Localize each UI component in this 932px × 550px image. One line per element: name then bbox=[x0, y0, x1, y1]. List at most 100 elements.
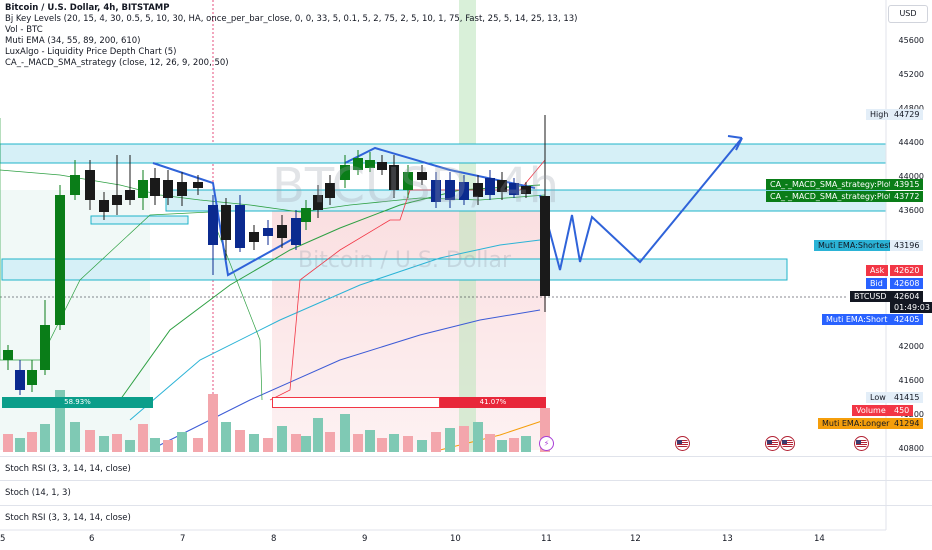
low-label: Low bbox=[866, 392, 890, 403]
stoch-pane[interactable]: Stoch (14, 1, 3) bbox=[0, 480, 932, 506]
volume-bar bbox=[249, 434, 259, 452]
candle-body bbox=[193, 182, 203, 188]
stoch-rsi-pane-2[interactable]: Stoch RSI (3, 3, 14, 14, close) bbox=[0, 505, 932, 531]
time-tick: 12 bbox=[630, 534, 641, 544]
volume-bar bbox=[125, 440, 135, 452]
time-tick: 8 bbox=[271, 534, 277, 544]
candle-body bbox=[291, 218, 301, 245]
candle-body bbox=[235, 205, 245, 248]
indicator-volume[interactable]: Vol - BTC bbox=[5, 25, 43, 35]
us-flag-icon[interactable] bbox=[765, 436, 780, 451]
ema-long-line bbox=[149, 309, 541, 451]
ask-value: 42620 bbox=[890, 265, 924, 276]
candle-body bbox=[27, 370, 37, 385]
stoch-rsi-label-1[interactable]: Stoch RSI (3, 3, 14, 14, close) bbox=[5, 464, 131, 474]
time-tick: 11 bbox=[541, 534, 552, 544]
volume-bar bbox=[235, 430, 245, 452]
volume-bar bbox=[55, 390, 65, 452]
volume-bar bbox=[291, 434, 301, 452]
indicator-macd-strategy[interactable]: CA_-_MACD_SMA_strategy (close, 12, 26, 9… bbox=[5, 58, 229, 68]
price-tick: 41600 bbox=[898, 376, 924, 385]
candle-body bbox=[112, 195, 122, 205]
indicator-key-levels[interactable]: Bj Key Levels (20, 15, 4, 30, 0.5, 5, 10… bbox=[5, 14, 578, 24]
volume-bar bbox=[377, 438, 387, 452]
us-flag-icon[interactable] bbox=[780, 436, 795, 451]
candle-body bbox=[389, 165, 399, 190]
candle-body bbox=[277, 225, 287, 238]
candle-body bbox=[301, 208, 311, 222]
volume-bar bbox=[177, 432, 187, 452]
candle-body bbox=[263, 228, 273, 236]
volume-bar bbox=[365, 430, 375, 452]
ask-label: Ask bbox=[866, 265, 889, 276]
strategy-plot-2-value: 43772 bbox=[890, 191, 924, 202]
candle-body bbox=[445, 180, 455, 200]
candle-body bbox=[15, 370, 25, 390]
trendline-1 bbox=[152, 162, 301, 277]
candle-body bbox=[459, 182, 469, 200]
price-tick: 45600 bbox=[898, 36, 924, 45]
volume-bar bbox=[325, 432, 335, 452]
volume-bar bbox=[509, 438, 519, 452]
volume-bar bbox=[431, 432, 441, 452]
volume-bar bbox=[445, 428, 455, 452]
volume-bar bbox=[3, 434, 13, 452]
price-tick: 40800 bbox=[898, 444, 924, 453]
bar-countdown: 01:49:03 bbox=[890, 302, 932, 313]
high-value: 44729 bbox=[890, 109, 924, 120]
volume-bar bbox=[485, 434, 495, 452]
us-flag-icon[interactable] bbox=[854, 436, 869, 451]
lightning-icon[interactable]: ⚡ bbox=[539, 436, 554, 451]
us-flag-icon[interactable] bbox=[675, 436, 690, 451]
projection-line bbox=[539, 137, 743, 271]
volume-bar bbox=[221, 422, 231, 452]
volume-bar bbox=[540, 408, 550, 452]
strategy-plot-2-label: CA_-_MACD_SMA_strategy:Plot bbox=[766, 191, 896, 202]
candle-body bbox=[85, 170, 95, 200]
symbol-title[interactable]: Bitcoin / U.S. Dollar, 4h, BITSTAMP bbox=[5, 3, 170, 13]
low-value: 41415 bbox=[890, 392, 924, 403]
candle-body bbox=[509, 183, 519, 195]
strategy-plot-1-value: 43915 bbox=[890, 179, 924, 190]
volume-bar bbox=[193, 438, 203, 452]
volume-bar bbox=[313, 418, 323, 452]
indicator-luxalgo[interactable]: LuxAlgo - Liquidity Price Depth Chart (5… bbox=[5, 47, 177, 57]
volume-bar bbox=[40, 424, 50, 452]
stoch-label[interactable]: Stoch (14, 1, 3) bbox=[5, 488, 71, 498]
candle-body bbox=[208, 205, 218, 245]
depth-bar-middle bbox=[272, 397, 440, 408]
volume-bar bbox=[403, 436, 413, 452]
volume-bar bbox=[353, 434, 363, 452]
depth-shade-right bbox=[272, 200, 546, 450]
currency-button[interactable]: USD bbox=[888, 5, 928, 23]
candle-body bbox=[431, 180, 441, 202]
candle-body bbox=[340, 165, 350, 180]
candle-body bbox=[177, 182, 187, 196]
depth-shade-left bbox=[0, 190, 150, 450]
strategy-plot-1-label: CA_-_MACD_SMA_strategy:Plot bbox=[766, 179, 896, 190]
candle-body bbox=[249, 232, 259, 242]
indicator-muti-ema[interactable]: Muti EMA (34, 55, 89, 200, 610) bbox=[5, 36, 141, 46]
candle-body bbox=[325, 183, 335, 198]
candle-body bbox=[417, 172, 427, 180]
bid-value: 42608 bbox=[890, 278, 924, 289]
candle-body bbox=[163, 180, 173, 198]
volume-bar bbox=[301, 436, 311, 452]
candle-body bbox=[70, 175, 80, 195]
projection-arrowhead bbox=[727, 135, 743, 151]
highlight-column bbox=[459, 0, 476, 452]
stoch-rsi-label-2[interactable]: Stoch RSI (3, 3, 14, 14, close) bbox=[5, 513, 131, 523]
volume-bar bbox=[150, 438, 160, 452]
candle-body bbox=[403, 172, 413, 190]
candle-body bbox=[521, 186, 531, 194]
stoch-rsi-pane-1[interactable]: Stoch RSI (3, 3, 14, 14, close) bbox=[0, 456, 932, 481]
volume-bar bbox=[163, 440, 173, 452]
candle-body bbox=[497, 180, 507, 192]
ema-shortest-value: 43196 bbox=[890, 240, 924, 251]
volume-bar bbox=[27, 432, 37, 452]
candle-body bbox=[138, 180, 148, 198]
volume-bar bbox=[521, 436, 531, 452]
depth-bar-right: 41.07% bbox=[440, 397, 546, 408]
key-level-zone-bottom bbox=[1, 258, 788, 281]
